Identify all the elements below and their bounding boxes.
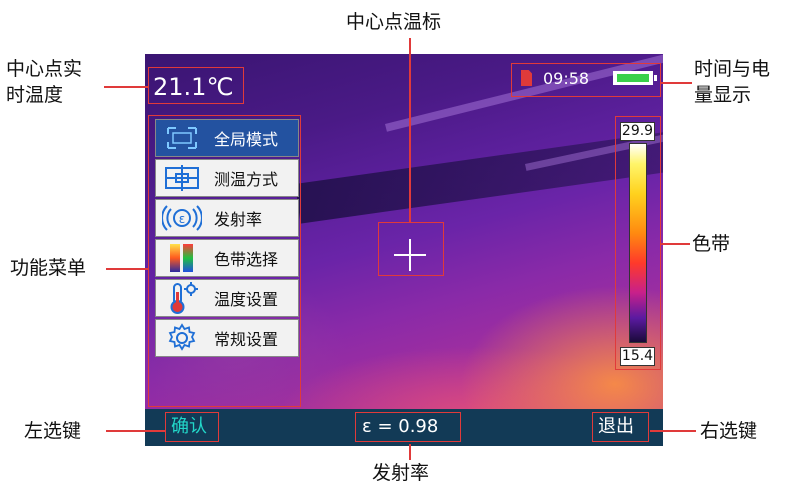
annotation-center-temp-line2: 时温度 xyxy=(6,84,64,106)
annotation-time-power-line2: 量显示 xyxy=(694,84,752,106)
leader-menu xyxy=(106,268,149,270)
left-softkey[interactable]: 确认 xyxy=(171,416,207,437)
status-highlight xyxy=(511,63,661,97)
center-crosshair-icon xyxy=(394,239,426,271)
center-temperature: 21.1℃ xyxy=(153,73,234,101)
leader-left-key xyxy=(106,430,166,432)
leader-time-power xyxy=(660,82,692,84)
annotation-menu: 功能菜单 xyxy=(10,257,87,279)
annotation-right-key: 右选键 xyxy=(700,420,758,442)
menu-panel: 全局模式 测温方式 ε 发射率 色带选择 温度设置 xyxy=(150,119,299,409)
status-area: 09:58 xyxy=(517,67,661,97)
crosshair-box-icon xyxy=(156,160,208,196)
menu-item-label: 发射率 xyxy=(214,210,263,229)
center-temp-highlight xyxy=(148,67,244,104)
menu-item-label: 常规设置 xyxy=(214,330,279,349)
palette-icon xyxy=(156,240,208,276)
clock-time: 09:58 xyxy=(543,69,590,88)
battery-icon xyxy=(613,71,657,85)
menu-item-measure-mode[interactable]: 测温方式 xyxy=(155,159,299,197)
annotation-time-power: 时间与电 量显示 xyxy=(694,56,770,108)
right-softkey-highlight xyxy=(592,412,649,442)
emissivity-value: ε = 0.98 xyxy=(362,416,439,437)
crosshair-horizontal xyxy=(394,254,426,256)
colorbar-min: 15.4 xyxy=(620,347,655,366)
annotation-center-temp: 中心点实 时温度 xyxy=(6,56,82,108)
menu-item-emissivity[interactable]: ε 发射率 xyxy=(155,199,299,237)
annotation-center-temp-line1: 中心点实 xyxy=(6,58,83,80)
menu-item-label: 温度设置 xyxy=(214,290,279,309)
thermal-dark-band xyxy=(295,125,663,224)
battery-tip xyxy=(654,75,657,81)
leader-center-marker xyxy=(409,38,411,222)
emissivity-icon: ε xyxy=(156,200,208,236)
leader-emissivity xyxy=(409,444,411,460)
annotation-center-marker: 中心点温标 xyxy=(346,11,442,33)
left-softkey-highlight xyxy=(165,412,219,442)
menu-item-label: 色带选择 xyxy=(214,250,279,269)
menu-item-label: 全局模式 xyxy=(214,130,279,149)
menu-item-palette[interactable]: 色带选择 xyxy=(155,239,299,277)
colorbar-highlight xyxy=(615,116,661,370)
colorbar xyxy=(629,143,647,343)
right-softkey[interactable]: 退出 xyxy=(598,416,634,437)
leader-right-key xyxy=(650,430,696,432)
leader-center-temp xyxy=(104,86,148,88)
thermometer-gear-icon xyxy=(156,280,208,316)
svg-text:ε: ε xyxy=(179,212,186,226)
crosshair-highlight xyxy=(378,222,444,276)
colorbar-max: 29.9 xyxy=(620,122,655,141)
battery-fill xyxy=(617,74,649,82)
sd-card-icon xyxy=(521,70,532,86)
menu-item-global-mode[interactable]: 全局模式 xyxy=(155,119,299,157)
annotation-time-power-line1: 时间与电 xyxy=(694,58,771,80)
menu-item-temp-settings[interactable]: 温度设置 xyxy=(155,279,299,317)
thermal-screen: 21.1℃ 09:58 全局模式 测温方式 ε 发射率 xyxy=(145,54,663,446)
menu-item-label: 测温方式 xyxy=(214,170,279,189)
leader-color-band xyxy=(660,243,690,245)
annotation-color-band: 色带 xyxy=(692,233,731,255)
emissivity-highlight xyxy=(355,412,461,442)
annotation-left-key: 左选键 xyxy=(24,420,82,442)
annotation-emissivity: 发射率 xyxy=(372,462,430,484)
menu-item-general-settings[interactable]: 常规设置 xyxy=(155,319,299,357)
gear-icon xyxy=(156,320,208,356)
bottom-bar: 确认 ε = 0.98 退出 xyxy=(145,409,663,446)
frame-icon xyxy=(156,120,208,156)
menu-highlight xyxy=(148,115,301,407)
